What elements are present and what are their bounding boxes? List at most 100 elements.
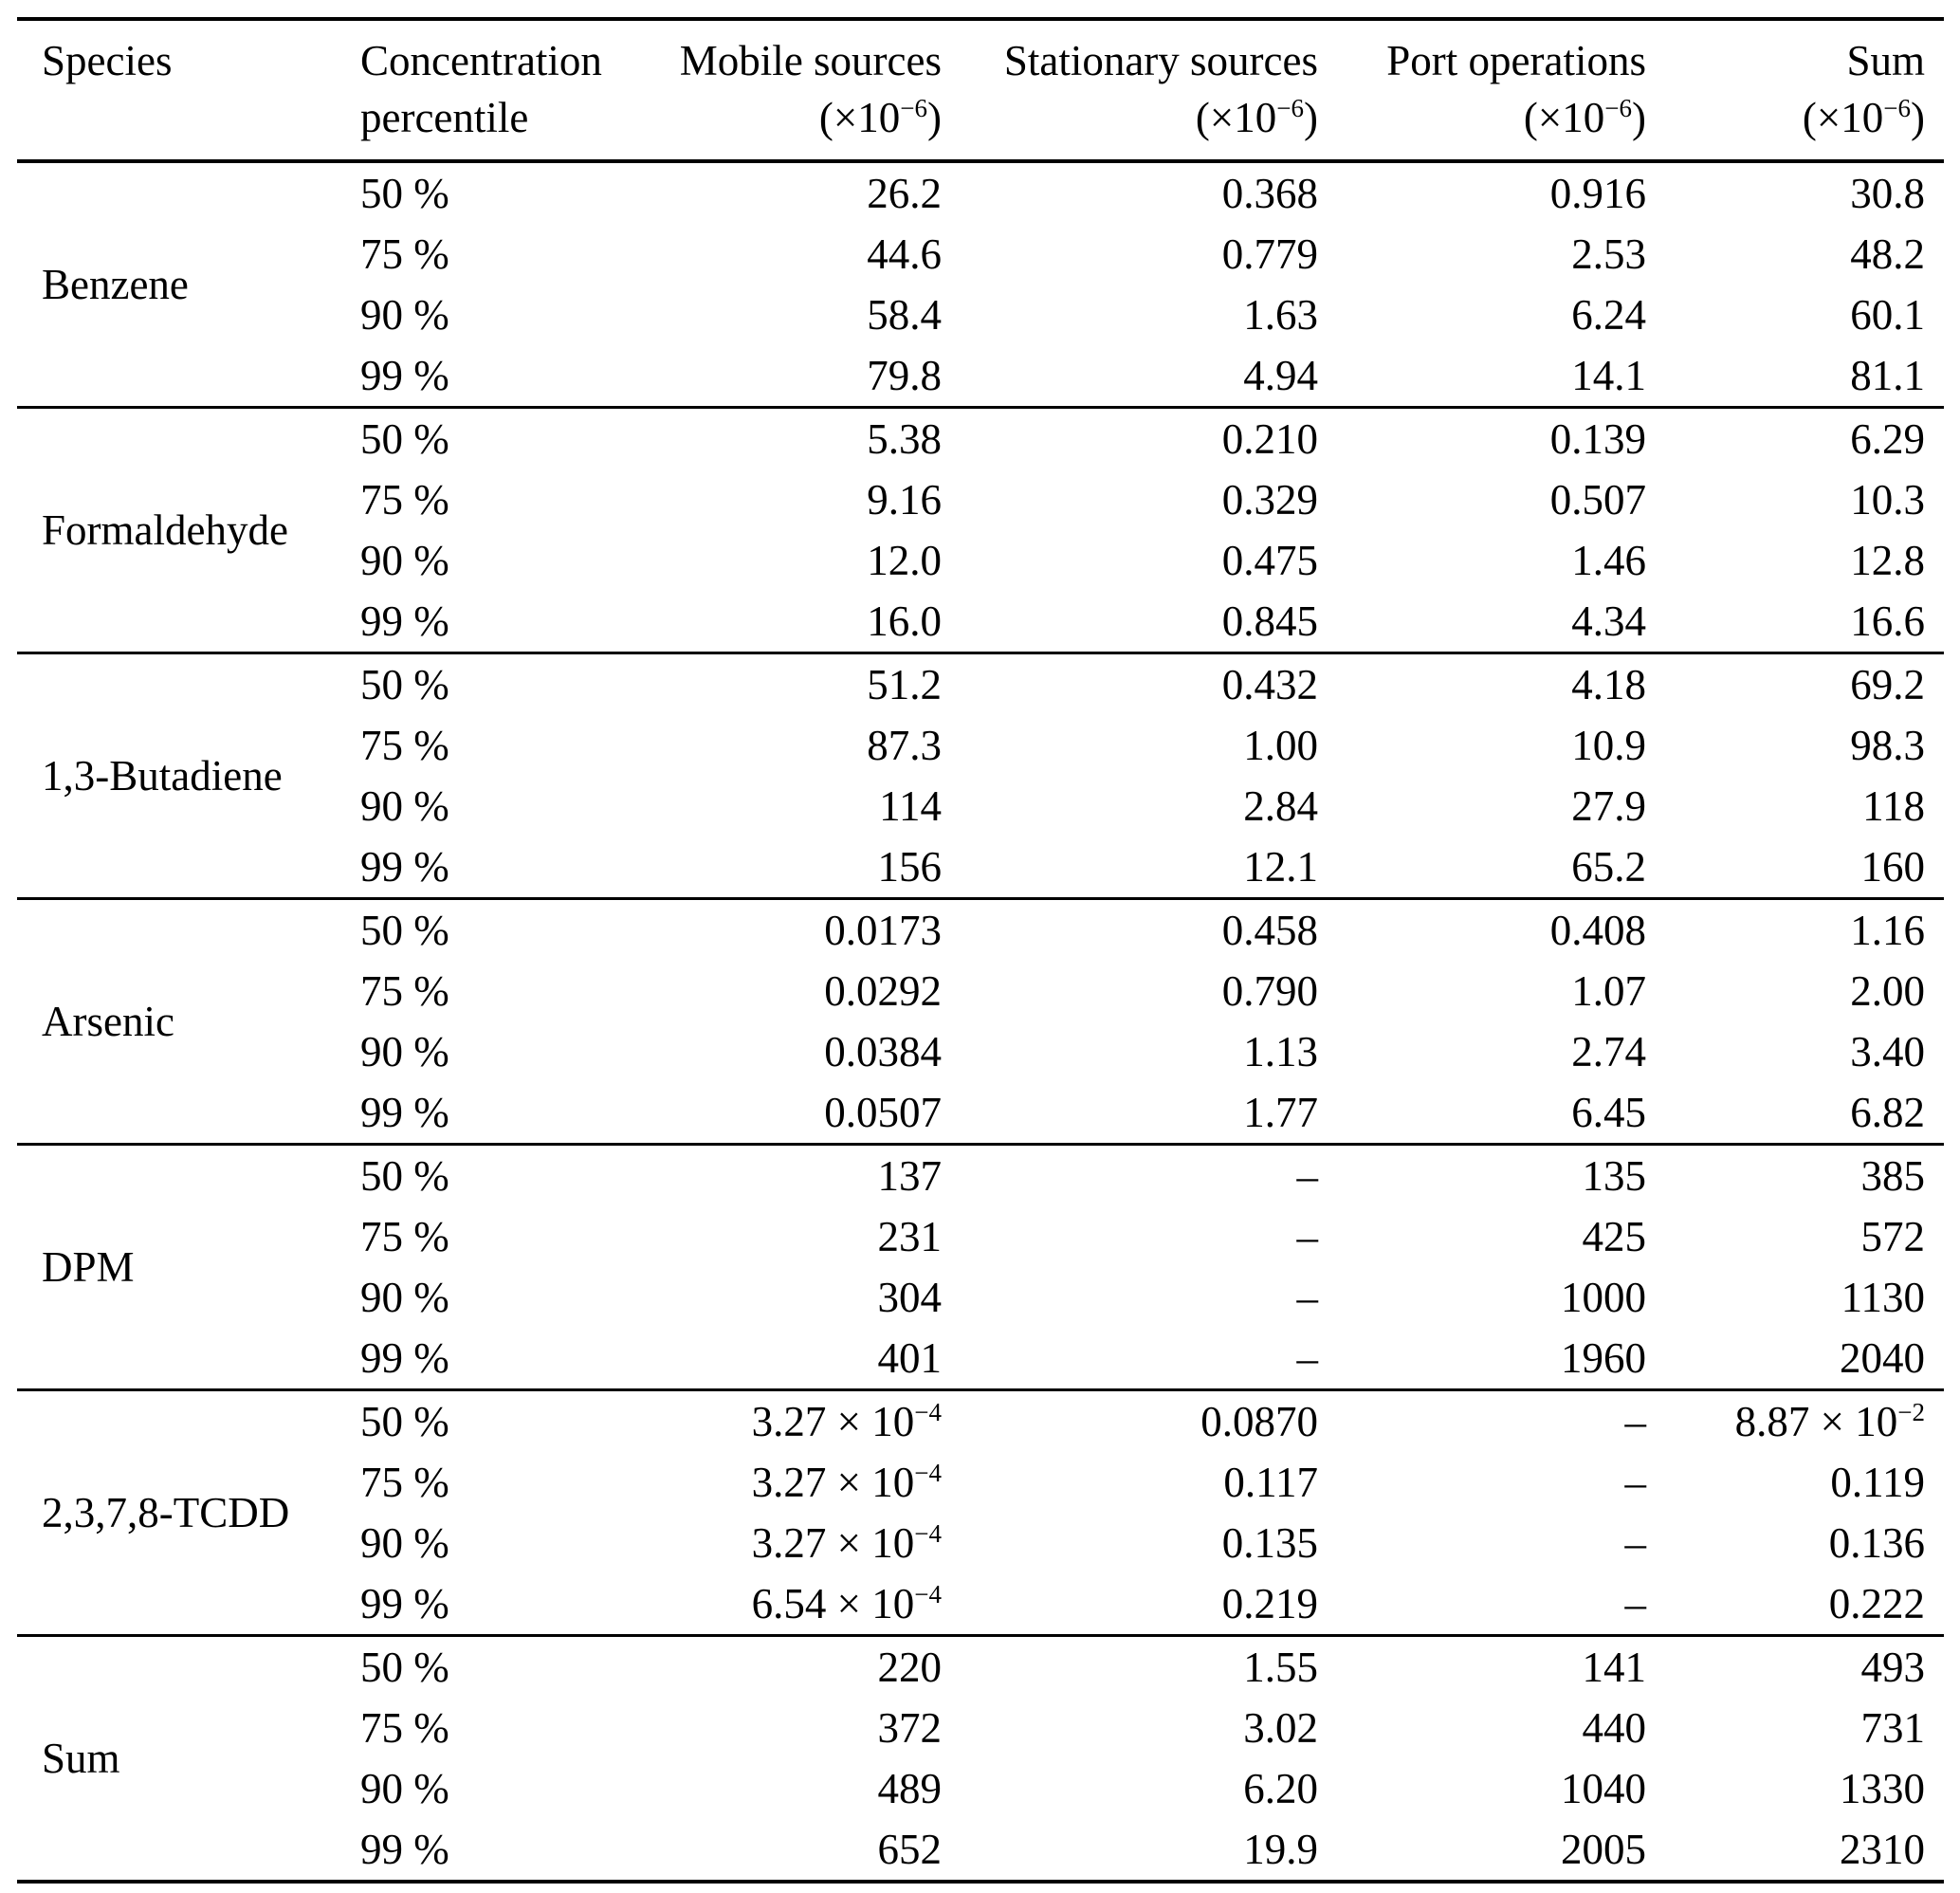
species-label: Arsenic — [42, 998, 174, 1045]
percentile-cell: 99 % — [360, 1334, 449, 1382]
species-label: DPM — [42, 1243, 135, 1291]
table-row: 75 % 372 3.02 440 731 — [17, 1698, 1944, 1758]
percentile-cell: 50 % — [360, 415, 449, 463]
sum-value: 6.29 — [1850, 415, 1925, 463]
table-row: 90 % 58.4 1.63 6.24 60.1 — [17, 285, 1944, 345]
sum-value: 0.222 — [1828, 1580, 1925, 1627]
stationary-sources-value: 0.458 — [1221, 907, 1318, 954]
col-header-sum-unit: (×10−6) — [1802, 94, 1925, 141]
mobile-sources-value: 6.54 × 10−4 — [751, 1580, 942, 1627]
stationary-sources-value: 0.779 — [1221, 230, 1318, 278]
port-operations-value: 2005 — [1561, 1826, 1646, 1873]
percentile-cell: 90 % — [360, 291, 449, 339]
col-header-species-label: Species — [42, 37, 173, 84]
col-header-percentile: Concentration percentile — [360, 19, 602, 161]
port-operations-value: 0.916 — [1549, 170, 1646, 217]
stationary-sources-value: 0.219 — [1221, 1580, 1318, 1627]
mobile-sources-value: 51.2 — [867, 661, 942, 708]
mobile-sources-value: 12.0 — [867, 537, 942, 584]
col-header-percentile-line1: Concentration — [360, 37, 602, 84]
table-row: 75 % 9.16 0.329 0.507 10.3 — [17, 469, 1944, 530]
percentile-cell: 99 % — [360, 597, 449, 645]
sum-value: 0.119 — [1830, 1459, 1925, 1506]
port-operations-value: 0.507 — [1549, 476, 1646, 524]
percentile-cell: 90 % — [360, 537, 449, 584]
mobile-sources-value: 231 — [877, 1213, 943, 1260]
table-row: 75 % 44.6 0.779 2.53 48.2 — [17, 224, 1944, 285]
col-header-port-operations: Port operations (×10−6) — [1318, 19, 1646, 161]
sum-value: 2040 — [1840, 1334, 1925, 1382]
col-header-stationary-line1: Stationary sources — [1003, 37, 1318, 84]
table-header: Species Concentration percentile Mobile … — [17, 19, 1944, 161]
col-header-port-line1: Port operations — [1386, 37, 1646, 84]
stationary-sources-value: – — [1296, 1152, 1319, 1200]
sum-value: 118 — [1862, 782, 1925, 830]
stationary-sources-value: – — [1296, 1334, 1319, 1382]
port-operations-value: 0.139 — [1549, 415, 1646, 463]
percentile-cell: 50 % — [360, 907, 449, 954]
percentile-cell: 75 % — [360, 1704, 449, 1752]
col-header-mobile-sources: Mobile sources (×10−6) — [595, 19, 942, 161]
mobile-sources-value: 372 — [877, 1704, 943, 1752]
table-row: 99 % 79.8 4.94 14.1 81.1 — [17, 345, 1944, 408]
port-operations-value: 1000 — [1561, 1274, 1646, 1321]
sum-value: 572 — [1860, 1213, 1926, 1260]
table-row: 1,3-Butadiene 50 % 51.2 0.432 4.18 69.2 — [17, 653, 1944, 799]
percentile-cell: 90 % — [360, 1519, 449, 1567]
table-row: 90 % 12.0 0.475 1.46 12.8 — [17, 530, 1944, 591]
col-header-species: Species — [17, 19, 360, 161]
mobile-sources-value: 3.27 × 10−4 — [751, 1459, 942, 1506]
species-label: 1,3-Butadiene — [42, 752, 283, 799]
stationary-sources-value: 0.432 — [1221, 661, 1318, 708]
species-group: Sum 50 % 220 1.55 141 493 75 % 372 3.02 440 731 90 … — [17, 1635, 1944, 1883]
table-row: 75 % 0.0292 0.790 1.07 2.00 — [17, 961, 1944, 1021]
species-label: 2,3,7,8-TCDD — [42, 1489, 290, 1536]
header-row: Species Concentration percentile Mobile … — [17, 19, 1944, 161]
port-operations-value: 1960 — [1561, 1334, 1646, 1382]
mobile-sources-value: 156 — [877, 843, 943, 891]
stationary-sources-value: 0.117 — [1223, 1459, 1318, 1506]
percentile-cell: 90 % — [360, 1274, 449, 1321]
stationary-sources-value: 0.790 — [1221, 967, 1318, 1015]
port-operations-value: 4.18 — [1571, 661, 1646, 708]
percentile-cell: 75 % — [360, 1459, 449, 1506]
percentile-cell: 99 % — [360, 843, 449, 891]
mobile-sources-value: 401 — [877, 1334, 943, 1382]
port-operations-value: 1.07 — [1571, 967, 1646, 1015]
port-operations-value: 1040 — [1561, 1765, 1646, 1812]
sum-value: 8.87 × 10−2 — [1734, 1398, 1925, 1445]
sum-value: 48.2 — [1850, 230, 1925, 278]
stationary-sources-value: – — [1296, 1274, 1319, 1321]
table-row: Arsenic 50 % 0.0173 0.458 0.408 1.16 — [17, 899, 1944, 1045]
sum-value: 69.2 — [1850, 661, 1925, 708]
table-row: 90 % 114 2.84 27.9 118 — [17, 776, 1944, 836]
col-header-port-unit: (×10−6) — [1523, 94, 1646, 141]
table-row: 99 % 156 12.1 65.2 160 — [17, 836, 1944, 899]
sum-value: 60.1 — [1850, 291, 1925, 339]
percentile-cell: 90 % — [360, 1028, 449, 1075]
port-operations-value: 6.24 — [1571, 291, 1646, 339]
sum-value: 493 — [1860, 1644, 1926, 1691]
table-row: 90 % 304 – 1000 1130 — [17, 1267, 1944, 1328]
mobile-sources-value: 652 — [877, 1826, 943, 1873]
col-header-percentile-line2: percentile — [360, 94, 529, 141]
sum-value: 1330 — [1840, 1765, 1925, 1812]
stationary-sources-value: 1.55 — [1243, 1644, 1318, 1691]
stationary-sources-value: 2.84 — [1243, 782, 1318, 830]
mobile-sources-value: 489 — [877, 1765, 943, 1812]
table-row: 99 % 0.0507 1.77 6.45 6.82 — [17, 1082, 1944, 1145]
stationary-sources-value: 0.210 — [1221, 415, 1318, 463]
exposure-risk-table: Species Concentration percentile Mobile … — [17, 17, 1944, 1884]
stationary-sources-value: 3.02 — [1243, 1704, 1318, 1752]
mobile-sources-value: 9.16 — [867, 476, 942, 524]
mobile-sources-value: 16.0 — [867, 597, 942, 645]
sum-value: 98.3 — [1850, 722, 1925, 769]
mobile-sources-value: 220 — [877, 1644, 943, 1691]
species-group: Arsenic 50 % 0.0173 0.458 0.408 1.16 75 % 0.029… — [17, 898, 1944, 1145]
species-group: 1,3-Butadiene 50 % 51.2 0.432 4.18 69.2 75 % 87… — [17, 652, 1944, 899]
sum-value: 385 — [1860, 1152, 1926, 1200]
mobile-sources-value: 44.6 — [867, 230, 942, 278]
table-row: 2,3,7,8-TCDD 50 % 3.27 × 10−4 0.0870 – 8.87 ×… — [17, 1390, 1944, 1536]
table-row: 90 % 0.0384 1.13 2.74 3.40 — [17, 1021, 1944, 1082]
stationary-sources-value: 12.1 — [1243, 843, 1318, 891]
